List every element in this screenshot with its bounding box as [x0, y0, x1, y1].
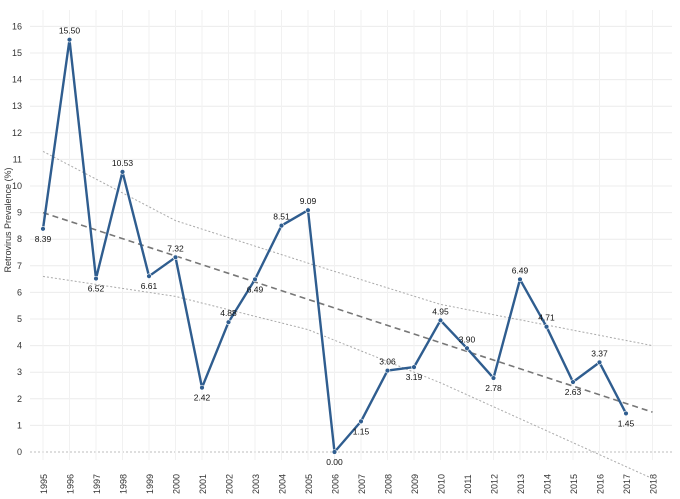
y-tick-label: 14 — [12, 75, 22, 85]
y-tick-label: 8 — [17, 234, 22, 244]
data-label: 9.09 — [300, 196, 317, 206]
data-label: 6.49 — [247, 284, 264, 294]
y-tick-label: 7 — [17, 261, 22, 271]
data-point — [278, 222, 285, 229]
x-tick-label: 2013 — [516, 474, 526, 494]
data-point — [623, 410, 629, 417]
x-tick-label: 2003 — [251, 474, 261, 494]
x-tick-label: 2007 — [357, 474, 367, 494]
data-point — [331, 449, 338, 455]
data-label: 3.06 — [379, 357, 396, 367]
data-label: 4.95 — [432, 306, 449, 316]
y-tick-label: 11 — [13, 154, 22, 164]
data-label: 10.53 — [112, 158, 134, 168]
y-tick-label: 16 — [12, 21, 22, 31]
x-tick-label: 2012 — [490, 474, 500, 494]
x-tick-label: 2016 — [596, 474, 606, 494]
data-point — [490, 375, 497, 381]
y-tick-label: 6 — [17, 287, 22, 297]
data-point — [570, 379, 576, 385]
data-point — [66, 36, 73, 43]
data-series — [40, 36, 629, 455]
data-labels: 8.39 15.50 6.52 10.53 6.61 7.32 2.42 4.88 6.49 8.… — [35, 26, 635, 467]
y-tick-label: 0 — [17, 447, 22, 457]
x-tick-label: 2002 — [225, 474, 235, 494]
trend-line — [42, 211, 653, 413]
x-tick-label: 2008 — [384, 474, 394, 494]
y-tick-label: 12 — [12, 128, 22, 138]
y-tick-label: 4 — [17, 341, 22, 351]
data-label: 8.39 — [35, 234, 52, 244]
data-label: 6.52 — [88, 284, 105, 294]
data-label: 3.19 — [406, 372, 423, 382]
y-tick-label: 10 — [12, 181, 22, 191]
data-point — [225, 319, 232, 325]
data-point — [358, 418, 364, 425]
data-point — [119, 169, 126, 175]
x-tick-label: 2005 — [304, 474, 314, 494]
x-tick-label: 1998 — [119, 474, 129, 494]
y-tick-label: 1 — [17, 420, 22, 430]
data-label: 6.61 — [141, 281, 158, 291]
y-tick-label: 5 — [17, 314, 22, 324]
x-tick-label: 1996 — [66, 474, 76, 494]
data-label: 2.42 — [194, 393, 211, 403]
x-tick-label: 2009 — [410, 474, 420, 494]
x-tick-label: 1997 — [92, 474, 102, 494]
y-axis-title: Retrovirus Prevalence (%) — [3, 167, 13, 272]
data-point — [199, 384, 205, 391]
data-label: 1.45 — [618, 418, 635, 428]
data-point — [146, 273, 152, 279]
x-tick-label: 1999 — [145, 474, 155, 494]
data-label: 15.50 — [59, 26, 81, 36]
data-point — [252, 276, 258, 283]
x-tick-label: 2017 — [622, 474, 632, 494]
x-tick-label: 2010 — [437, 474, 447, 494]
x-tick-label: 2011 — [463, 474, 473, 493]
x-tick-label: 2006 — [331, 474, 341, 494]
confidence-band — [42, 150, 653, 480]
data-point — [93, 275, 99, 282]
data-label: 4.71 — [538, 313, 555, 323]
x-tick-label: 2014 — [543, 474, 553, 494]
x-tick-label: 2004 — [278, 474, 288, 494]
x-tick-label: 2018 — [649, 474, 659, 494]
data-label: 3.37 — [591, 348, 608, 358]
data-point — [543, 324, 550, 330]
x-tick-label: 1995 — [39, 474, 49, 494]
data-point — [437, 317, 444, 324]
data-point — [411, 364, 417, 370]
y-tick-label: 13 — [12, 101, 22, 111]
trend-line-segment — [42, 211, 653, 413]
y-tick-label: 2 — [17, 394, 22, 404]
x-tick-label: 2001 — [198, 474, 208, 494]
data-label: 2.78 — [485, 383, 502, 393]
y-tick-label: 9 — [17, 208, 22, 218]
data-point — [305, 207, 311, 213]
x-tick-label: 2015 — [569, 474, 579, 494]
data-label: 4.88 — [220, 308, 237, 318]
data-point — [596, 359, 603, 366]
data-label: 2.63 — [565, 387, 582, 397]
data-label: 3.90 — [459, 334, 476, 344]
data-point — [384, 367, 391, 374]
y-tick-label: 3 — [17, 367, 22, 377]
data-point — [172, 254, 179, 260]
data-label: 8.51 — [273, 212, 290, 222]
confidence-band-lower — [42, 275, 653, 480]
data-label: 0.00 — [326, 457, 343, 467]
data-point — [40, 226, 46, 232]
confidence-band-upper — [42, 150, 653, 347]
x-tick-label: 2000 — [172, 474, 182, 494]
data-label: 6.49 — [512, 265, 529, 275]
data-point — [517, 276, 523, 283]
y-tick-label: 15 — [12, 48, 22, 58]
data-label: 1.15 — [353, 426, 370, 436]
x-axis-ticks: 1995 1996 1997 1998 1999 2000 2001 2002 2003 2004… — [39, 474, 659, 494]
gridlines — [30, 10, 672, 460]
data-label: 7.32 — [167, 243, 184, 253]
data-point — [464, 345, 470, 351]
